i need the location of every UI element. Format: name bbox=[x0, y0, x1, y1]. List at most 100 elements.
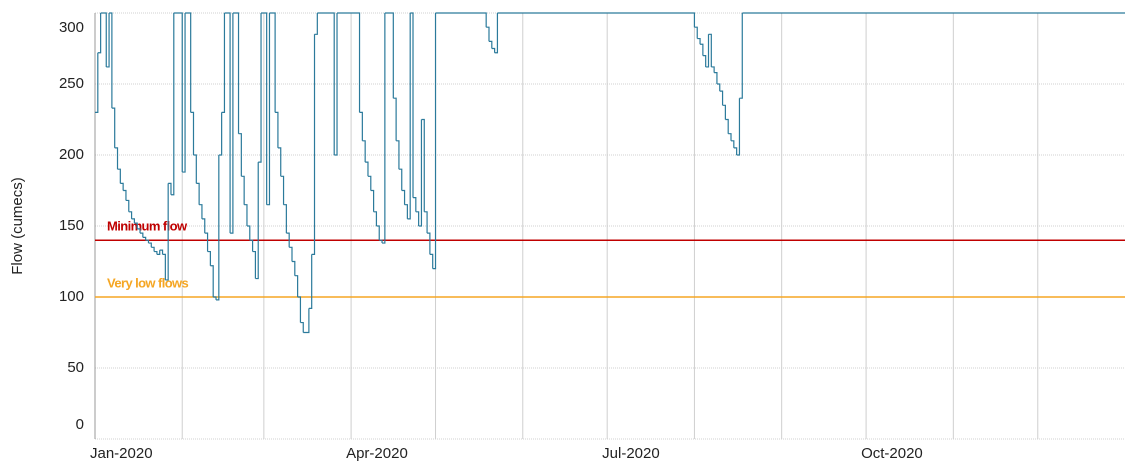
y-tick-label: 300 bbox=[59, 19, 84, 36]
flow-step bbox=[249, 239, 254, 252]
flow-step bbox=[238, 133, 242, 177]
flow-step bbox=[134, 222, 138, 229]
flow-step bbox=[190, 111, 195, 155]
flow-step bbox=[289, 246, 293, 262]
y-tick-label: 100 bbox=[59, 288, 84, 305]
flow-step bbox=[421, 118, 425, 212]
flow-step bbox=[486, 26, 490, 42]
flow-step bbox=[125, 199, 130, 212]
y-tick-label: 0 bbox=[76, 416, 84, 433]
flow-step bbox=[705, 34, 710, 68]
y-axis-label: Flow (cumecs) bbox=[9, 177, 26, 275]
flow-step bbox=[261, 12, 268, 205]
flow-step bbox=[700, 43, 704, 56]
flow-step bbox=[384, 12, 394, 99]
flow-step bbox=[716, 83, 721, 92]
flow-step bbox=[365, 161, 369, 177]
flow-step bbox=[216, 155, 220, 301]
flow-step bbox=[694, 26, 698, 39]
flow-step bbox=[241, 175, 245, 205]
x-tick-label: Jan-2020 bbox=[90, 445, 153, 462]
flow-step bbox=[719, 90, 724, 106]
flow-step bbox=[277, 147, 282, 177]
flow-step bbox=[711, 66, 715, 73]
flow-step bbox=[266, 13, 271, 206]
flow-step bbox=[95, 52, 99, 114]
flow-step bbox=[156, 250, 161, 255]
flow-step bbox=[128, 211, 133, 219]
y-tick-label: 150 bbox=[59, 217, 84, 234]
x-tick-label: Apr-2020 bbox=[346, 445, 408, 462]
threshold-label: Minimum flow bbox=[107, 219, 188, 234]
flow-step bbox=[269, 12, 276, 113]
flow-step bbox=[725, 118, 729, 134]
flow-step bbox=[708, 33, 712, 67]
flow-step bbox=[337, 12, 361, 113]
flow-step bbox=[114, 147, 119, 170]
flow-step bbox=[300, 321, 304, 333]
flow-step bbox=[415, 211, 420, 226]
flow-step bbox=[204, 232, 209, 252]
flow-step bbox=[111, 107, 116, 148]
flow-step bbox=[303, 308, 310, 334]
y-tick-label: 250 bbox=[59, 75, 84, 92]
flow-step bbox=[193, 154, 197, 184]
flow-step bbox=[410, 12, 414, 198]
flow-step bbox=[170, 13, 175, 196]
flow-step bbox=[491, 47, 496, 53]
flow-step bbox=[424, 211, 428, 234]
flow-step bbox=[367, 175, 372, 191]
flow-step bbox=[162, 253, 166, 280]
flow-step bbox=[311, 34, 316, 255]
flow-step bbox=[230, 13, 234, 234]
x-tick-label: Oct-2020 bbox=[861, 445, 923, 462]
flow-step bbox=[398, 168, 403, 191]
flow-step bbox=[702, 54, 707, 67]
flow-step bbox=[393, 97, 397, 141]
flow-step bbox=[739, 13, 743, 99]
y-tick-label: 50 bbox=[67, 359, 84, 376]
flow-step bbox=[733, 147, 738, 155]
threshold-label: Very low flows bbox=[107, 275, 189, 290]
flow-step bbox=[488, 40, 493, 49]
flow-step bbox=[213, 296, 217, 300]
flow-step bbox=[97, 13, 102, 54]
y-tick-label: 200 bbox=[59, 146, 84, 163]
flow-step bbox=[145, 239, 150, 244]
flow-step bbox=[728, 133, 732, 141]
flow-step bbox=[232, 12, 240, 134]
flow-step bbox=[151, 246, 155, 252]
flow-step bbox=[413, 197, 417, 212]
flow-step bbox=[376, 225, 380, 241]
flow-step bbox=[714, 72, 718, 84]
flow-step bbox=[314, 13, 318, 35]
flow-step bbox=[246, 225, 251, 241]
flow-step bbox=[280, 175, 285, 205]
flow-step bbox=[109, 12, 113, 109]
flow-step bbox=[100, 12, 107, 67]
flow-step bbox=[334, 13, 338, 156]
flow-step bbox=[221, 13, 226, 114]
x-tick-label: Jul-2020 bbox=[602, 445, 660, 462]
flow-step bbox=[736, 98, 741, 156]
flow-step bbox=[182, 13, 186, 173]
flow-step bbox=[224, 12, 231, 234]
flow-step bbox=[123, 189, 127, 201]
flow-step bbox=[373, 211, 378, 226]
flow-step bbox=[291, 260, 296, 276]
flow-step bbox=[106, 13, 110, 68]
flow-step bbox=[131, 218, 135, 224]
flow-step bbox=[396, 140, 400, 170]
flow-step bbox=[362, 140, 366, 163]
flow-step bbox=[427, 232, 431, 255]
flow-step bbox=[252, 250, 257, 279]
flow-step bbox=[255, 162, 259, 280]
flow-step bbox=[731, 140, 735, 148]
flow-step bbox=[432, 13, 437, 270]
flow-step bbox=[401, 189, 406, 205]
flow-step bbox=[697, 37, 701, 45]
flow-step bbox=[418, 119, 423, 227]
flow-step bbox=[283, 204, 287, 234]
